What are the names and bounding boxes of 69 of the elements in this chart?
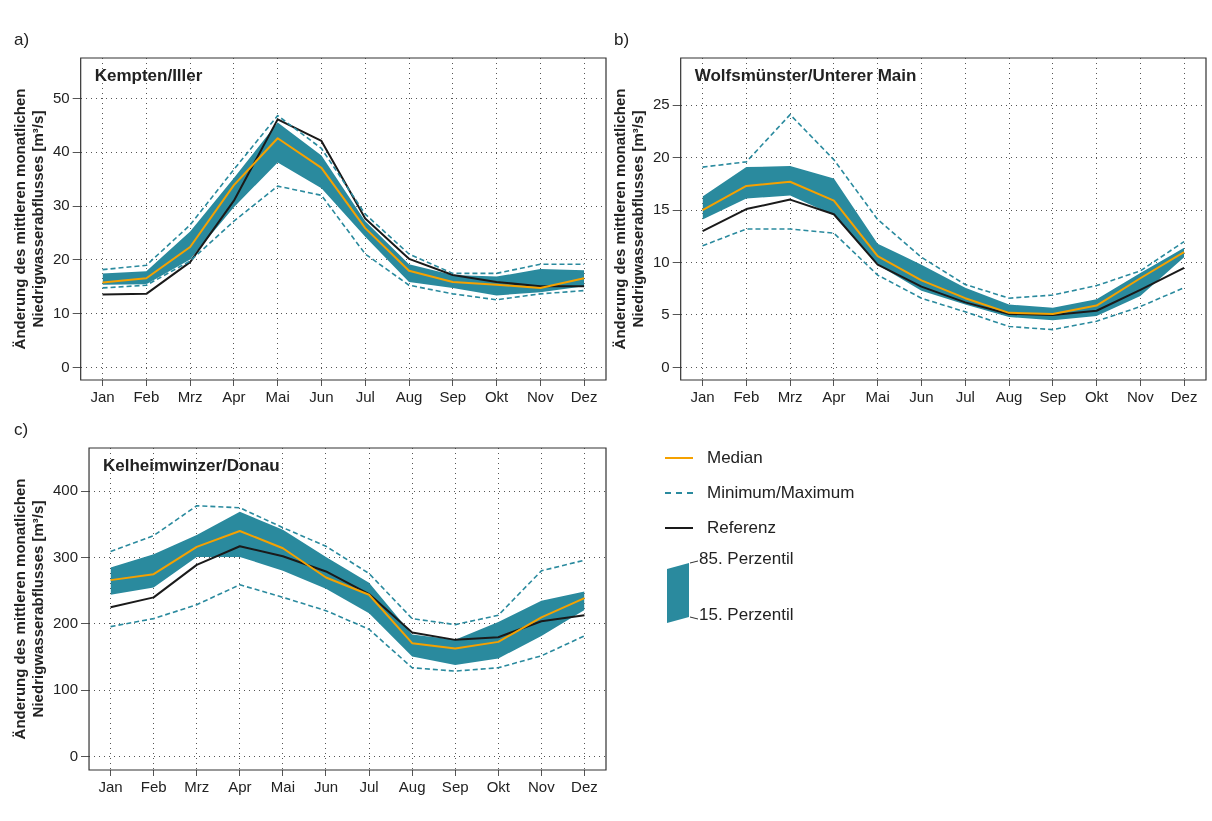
- x-tick-label: Dez: [571, 778, 598, 796]
- x-tick-label: Dez: [570, 388, 598, 406]
- text: Wolfsmünster/Unterer Main: [694, 66, 917, 86]
- legend-label: Referenz: [707, 517, 776, 538]
- y-tick-label: 5: [661, 305, 670, 323]
- x-tick-label: Apr: [222, 388, 246, 406]
- text: 85. Perzentil: [699, 549, 794, 569]
- line-series: [109, 583, 586, 672]
- x-tick-label: Dez: [1170, 388, 1198, 406]
- legend-label: Median: [707, 447, 763, 468]
- x-tick-label: Mrz: [184, 778, 210, 796]
- x-tick-label: Feb: [133, 388, 160, 406]
- legend-label: Minimum/Maximum: [707, 482, 855, 503]
- y-tick-label: 100: [53, 680, 79, 698]
- y-tick-label: 300: [53, 547, 79, 565]
- x-tick-label: Jul: [355, 388, 375, 406]
- text: Kempten/Iller: [94, 66, 203, 86]
- y-tick-label: 0: [69, 746, 79, 764]
- x-tick-label: Feb: [733, 388, 760, 406]
- text: c): [14, 420, 29, 440]
- x-tick-label: Mrz: [777, 388, 803, 406]
- y-tick-label: 30: [53, 196, 70, 214]
- y-tick-label: 50: [53, 88, 70, 106]
- x-tick-label: Okt: [1084, 388, 1110, 406]
- y-tick-label: 15: [653, 200, 670, 218]
- y-tick-label: 10: [653, 252, 670, 270]
- text: a): [14, 30, 30, 50]
- x-tick-label: Aug: [395, 388, 423, 406]
- y-axis-title: Änderung des mittleren monatlichen Niedrigwasserabflusses [m³/s]: [11, 478, 47, 740]
- y-tick-label: 20: [53, 250, 70, 268]
- y-tick-label: 200: [53, 614, 79, 632]
- y-tick-label: 10: [53, 303, 70, 321]
- x-tick-label: Apr: [228, 778, 252, 796]
- x-tick-label: Jun: [309, 388, 334, 406]
- y-axis-title: Änderung des mittleren monatlichen Niedrigwasserabflusses [m³/s]: [611, 88, 647, 350]
- x-tick-label: Jul: [359, 778, 379, 796]
- x-tick-label: Sep: [1039, 388, 1067, 406]
- x-tick-label: Jan: [90, 388, 115, 406]
- x-tick-label: Apr: [822, 388, 846, 406]
- y-tick-label: 0: [661, 357, 670, 375]
- x-tick-label: Sep: [441, 778, 469, 796]
- y-tick-label: 25: [653, 95, 670, 113]
- x-tick-label: Nov: [1126, 388, 1155, 406]
- x-tick-label: Mai: [265, 388, 290, 406]
- x-tick-label: Mrz: [177, 388, 203, 406]
- x-tick-label: Mai: [865, 388, 890, 406]
- x-tick-label: Jun: [313, 778, 339, 796]
- x-tick-label: Aug: [995, 388, 1023, 406]
- x-tick-label: Jul: [955, 388, 975, 406]
- x-tick-label: Nov: [528, 778, 556, 796]
- text: 15. Perzentil: [699, 605, 794, 625]
- y-axis-title: Änderung des mittleren monatlichen Niedrigwasserabflusses [m³/s]: [11, 88, 47, 350]
- x-tick-label: Sep: [439, 388, 467, 406]
- text: b): [614, 30, 630, 50]
- y-tick-label: 40: [53, 142, 70, 160]
- text: Kelheimwinzer/Donau: [103, 456, 280, 476]
- y-tick-label: 20: [653, 147, 670, 165]
- x-tick-label: Jun: [909, 388, 934, 406]
- x-tick-label: Nov: [526, 388, 555, 406]
- x-tick-label: Aug: [398, 778, 426, 796]
- x-tick-label: Feb: [140, 778, 167, 796]
- y-tick-label: 0: [61, 357, 70, 375]
- x-tick-label: Okt: [486, 778, 511, 796]
- x-tick-label: Okt: [484, 388, 510, 406]
- y-tick-label: 400: [53, 481, 79, 499]
- x-tick-label: Jan: [98, 778, 123, 796]
- x-tick-label: Mai: [270, 778, 295, 796]
- x-tick-label: Jan: [690, 388, 715, 406]
- line-series: [701, 228, 1185, 331]
